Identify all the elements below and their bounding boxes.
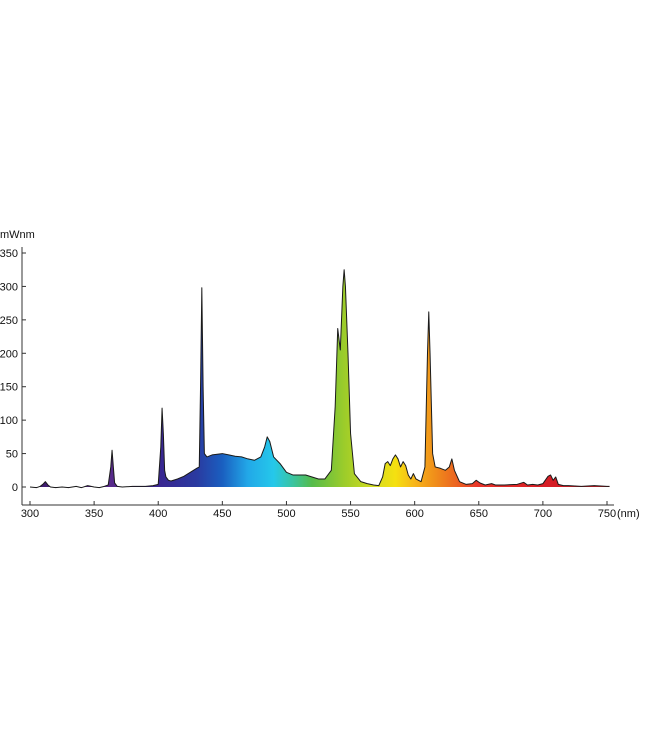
y-axis-unit-label: mWnm [0,229,35,241]
x-tick-label: 600 [405,508,423,520]
x-tick-label: 550 [341,508,359,520]
y-tick-label: 150 [0,382,18,394]
axes [21,247,614,506]
y-tick-label: 100 [0,415,18,427]
spectrum-area [30,269,610,488]
x-tick-label: 450 [213,508,231,520]
x-axis-unit-label: (nm) [617,508,640,520]
y-tick-label: 250 [0,315,18,327]
x-tick-label: 300 [21,508,39,520]
x-tick-label: 700 [534,508,552,520]
y-tick-label: 200 [0,348,18,360]
y-tick-label: 300 [0,281,18,293]
x-tick-label: 400 [149,508,167,520]
y-tick-label: 50 [6,449,18,461]
spectrum-outline [29,269,610,489]
y-tick-label: 0 [12,482,18,494]
x-tick-label: 650 [470,508,488,520]
spectrum-area-fill [29,269,610,489]
x-tick-label: 500 [277,508,295,520]
y-tick-label: 350 [0,248,18,260]
x-tick-label: 750 [598,508,616,520]
x-tick-label: 350 [85,508,103,520]
tick-marks [22,252,608,505]
